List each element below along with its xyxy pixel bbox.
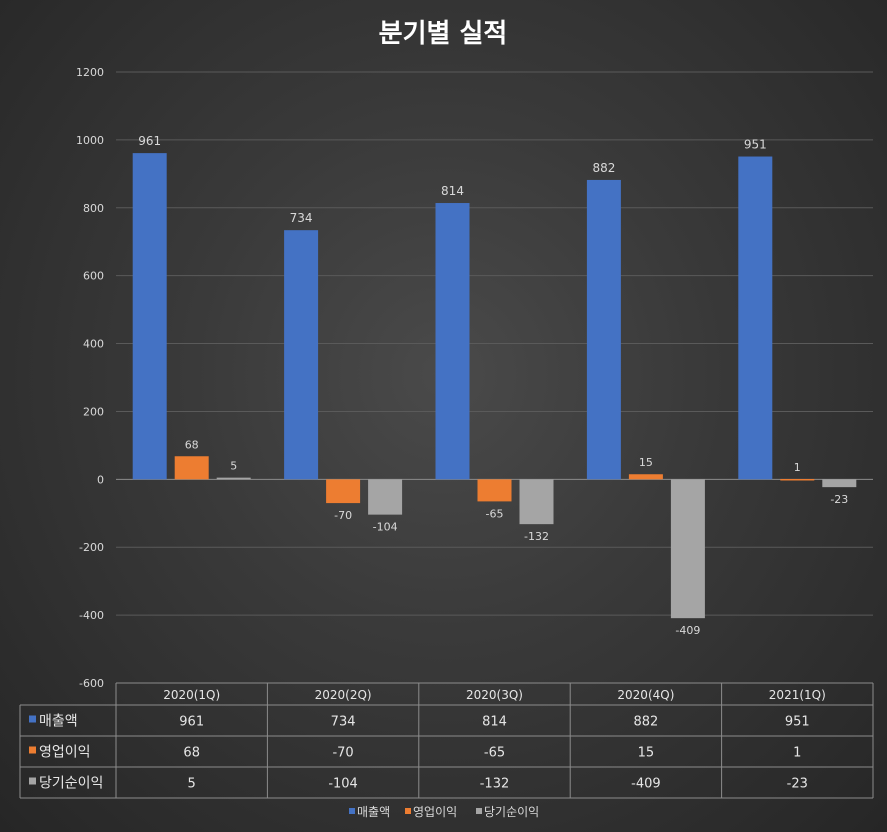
bar-2-4 — [628, 474, 663, 480]
bar-2-3 — [477, 479, 512, 502]
legend: 매출액 영업이익 당기순이익 — [349, 805, 539, 819]
table-cell: -70 — [332, 746, 353, 761]
bar-3-2 — [368, 479, 403, 515]
data-labels: 961 68 5 734 -70 -104 814 -65 -132 882 15 -409 951 1 -… — [138, 134, 848, 637]
data-label: -104 — [373, 521, 398, 534]
y-tick-label: -200 — [79, 541, 104, 554]
legend-key — [349, 808, 355, 814]
data-label: -132 — [524, 530, 549, 543]
table-series-name: 당기순이익 — [39, 776, 103, 792]
table-header-cell: 2021(1Q) — [769, 688, 826, 702]
y-tick-label: 1000 — [76, 134, 104, 147]
table-header-cell: 2020(1Q) — [163, 688, 220, 702]
table-cell: 15 — [638, 746, 655, 761]
y-tick-label: 800 — [83, 202, 104, 215]
data-label: -409 — [675, 624, 700, 637]
data-label: 882 — [592, 161, 615, 175]
table-header-cell: 2020(4Q) — [617, 688, 674, 702]
bar-1-1 — [132, 153, 167, 480]
data-label: 961 — [138, 134, 161, 148]
bar-3-3 — [519, 479, 554, 525]
bar-2-2 — [326, 479, 361, 504]
bar-1-5 — [738, 156, 773, 480]
data-label: 5 — [230, 460, 237, 473]
table-header-cell: 2020(3Q) — [466, 688, 523, 702]
bars — [132, 153, 857, 619]
y-tick-label: 0 — [97, 473, 104, 486]
bar-2-5 — [780, 478, 815, 481]
bar-3-1 — [216, 477, 251, 480]
data-label: -23 — [830, 493, 848, 506]
data-label: -65 — [486, 507, 504, 520]
table-cell: 951 — [785, 715, 810, 730]
y-axis-ticks: 1200 1000 800 600 400 200 0 -200 -400 -600 — [76, 66, 104, 690]
bar-2-1 — [174, 456, 209, 480]
table-cell: -23 — [787, 777, 808, 792]
bar-1-3 — [435, 203, 470, 480]
table-cell: 961 — [179, 715, 204, 730]
chart-title: 분기별 실적 — [379, 19, 508, 49]
y-tick-label: -400 — [79, 609, 104, 622]
data-label: 1 — [794, 461, 801, 474]
legend-label: 영업이익 — [413, 805, 457, 819]
legend-key — [476, 808, 482, 814]
table-cell: 68 — [183, 746, 200, 761]
data-label: 68 — [185, 438, 199, 451]
table-cell: 734 — [331, 715, 356, 730]
table-series-key — [29, 777, 36, 785]
data-label: 15 — [639, 456, 653, 469]
table-series-name: 영업이익 — [39, 745, 91, 761]
table-cell: 814 — [482, 715, 507, 730]
table-header-cell: 2020(2Q) — [315, 688, 372, 702]
legend-label: 매출액 — [357, 805, 390, 819]
y-tick-label: 400 — [83, 338, 104, 351]
table-series-key — [29, 715, 36, 723]
legend-label: 당기순이익 — [484, 805, 539, 819]
data-label: 814 — [441, 184, 464, 198]
table-cell: -132 — [480, 777, 510, 792]
y-tick-label: -600 — [79, 677, 104, 690]
bar-3-4 — [670, 479, 705, 619]
bar-1-4 — [586, 179, 621, 480]
bar-3-5 — [822, 479, 857, 488]
table-series-name: 매출액 — [39, 714, 78, 730]
table-cell: -409 — [631, 777, 661, 792]
data-label: 951 — [744, 138, 767, 152]
table-cell: 882 — [633, 715, 658, 730]
table-cell: 1 — [793, 746, 801, 761]
y-tick-label: 1200 — [76, 66, 104, 79]
bar-1-2 — [284, 230, 319, 480]
table-cell: -65 — [484, 746, 505, 761]
table-series-key — [29, 746, 36, 754]
y-tick-label: 600 — [83, 270, 104, 283]
data-label: -70 — [334, 509, 352, 522]
data-label: 734 — [290, 211, 313, 225]
data-table: 2020(1Q) 2020(2Q) 2020(3Q) 2020(4Q) 2021(1Q)… — [19, 682, 874, 799]
table-cell: 5 — [188, 777, 196, 792]
table-cell: -104 — [328, 777, 358, 792]
legend-key — [405, 808, 411, 814]
y-tick-label: 200 — [83, 405, 104, 418]
